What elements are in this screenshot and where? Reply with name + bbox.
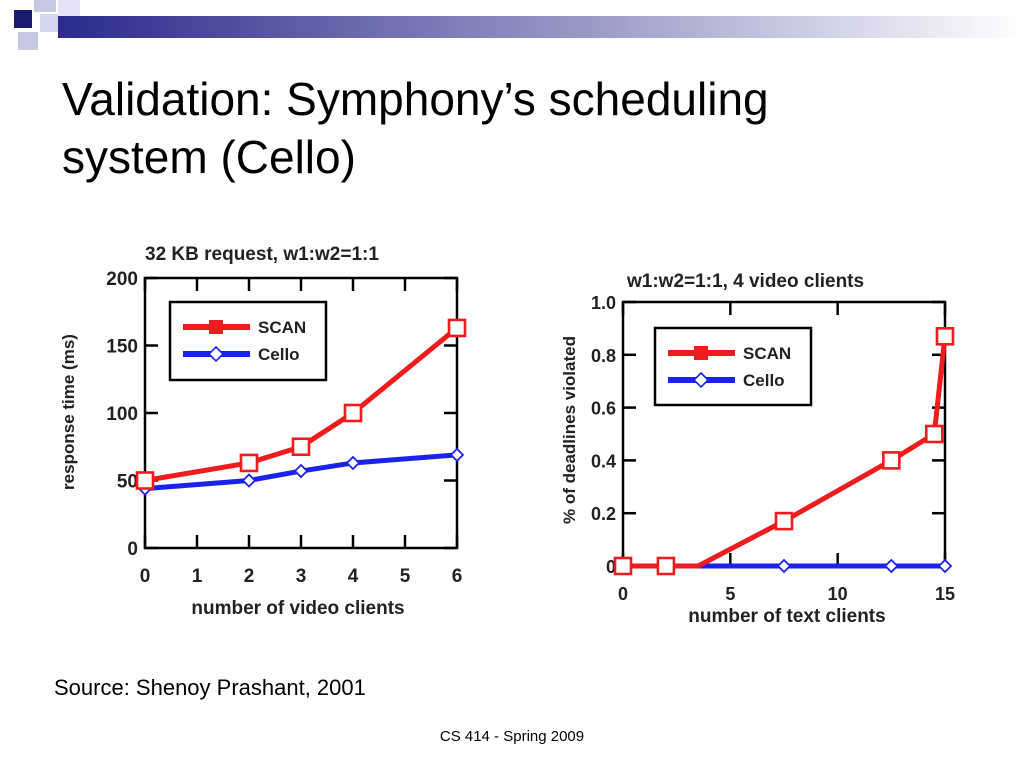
data-point-scan xyxy=(935,327,955,346)
slide-footer: CS 414 - Spring 2009 xyxy=(439,728,585,745)
data-point-cello xyxy=(776,558,792,574)
y-tick-label: 1.0 xyxy=(591,293,616,313)
chart-title: 32 KB request, w1:w2=1:1 xyxy=(145,244,379,265)
legend-scan-label: SCAN xyxy=(258,318,306,337)
y-axis-label: response time (ms) xyxy=(59,334,78,490)
data-point-scan xyxy=(135,471,155,490)
data-point-scan xyxy=(239,453,259,473)
data-point-scan xyxy=(613,556,633,576)
y-tick-label: 0.6 xyxy=(591,399,616,419)
y-tick-label: 100 xyxy=(106,404,138,425)
data-point-cello xyxy=(345,455,361,471)
x-tick-label: 4 xyxy=(348,566,359,587)
x-axis-label: number of video clients xyxy=(191,598,404,619)
data-point-scan xyxy=(291,437,311,457)
legend-cello-marker xyxy=(207,345,225,363)
x-tick-label: 2 xyxy=(244,566,255,587)
legend-box xyxy=(168,300,328,382)
plot-area: 0 50 100 150 200 0 1 2 3 4 5 6 xyxy=(106,269,467,587)
legend-scan-marker xyxy=(694,346,708,360)
data-point-cello xyxy=(241,473,257,488)
legend-cello-label: Cello xyxy=(258,345,300,364)
title-line-1: Validation: Symphony’s scheduling xyxy=(62,73,769,125)
legend: SCAN Cello xyxy=(653,326,813,407)
data-point-scan xyxy=(343,403,363,423)
x-tick-label: 1 xyxy=(192,566,203,587)
plot-area: 0 0.2 0.4 0.6 0.8 1.0 0 5 10 15 xyxy=(591,293,955,604)
x-tick-label: 5 xyxy=(400,566,411,587)
ticks: 0 0.2 0.4 0.6 0.8 1.0 0 5 10 15 xyxy=(591,293,955,604)
y-tick-label: 0 xyxy=(127,539,138,560)
chart-deadlines-violated: w1:w2=1:1, 4 video clients % of deadline… xyxy=(560,271,955,627)
x-tick-label: 15 xyxy=(935,584,955,604)
y-tick-label: 200 xyxy=(106,269,138,290)
legend-cello-label: Cello xyxy=(743,371,785,390)
y-tick-label: 0.2 xyxy=(591,504,616,524)
x-tick-label: 0 xyxy=(140,566,151,587)
legend-cello-marker xyxy=(692,371,710,389)
data-point-scan xyxy=(447,318,467,338)
data-point-scan xyxy=(656,556,676,576)
chart-response-time: 32 KB request, w1:w2=1:1 response time (… xyxy=(59,244,467,619)
title-line-2: system (Cello) xyxy=(62,131,356,183)
slide-title: Validation: Symphony’s scheduling system… xyxy=(62,70,962,186)
data-point-scan xyxy=(924,424,944,444)
y-tick-label: 50 xyxy=(117,472,138,493)
y-tick-label: 0.4 xyxy=(591,451,616,471)
legend-scan-label: SCAN xyxy=(743,344,791,363)
header-decoration xyxy=(14,0,1024,50)
data-point-cello xyxy=(293,463,309,479)
x-tick-label: 6 xyxy=(452,566,463,587)
data-point-cello xyxy=(449,447,465,463)
chart-title: w1:w2=1:1, 4 video clients xyxy=(626,271,864,292)
y-axis-label: % of deadlines violated xyxy=(560,336,579,524)
legend: SCAN Cello xyxy=(168,300,328,382)
series-markers xyxy=(613,327,955,576)
x-tick-label: 10 xyxy=(828,584,848,604)
x-tick-label: 5 xyxy=(725,584,735,604)
y-tick-label: 150 xyxy=(106,337,138,358)
y-tick-label: 0 xyxy=(606,557,616,577)
source-citation: Source: Shenoy Prashant, 2001 xyxy=(54,675,366,700)
legend-box xyxy=(653,326,813,407)
series-markers xyxy=(135,318,467,496)
legend-scan-marker xyxy=(209,320,223,334)
data-point-scan xyxy=(882,451,901,470)
data-point-cello xyxy=(884,558,899,574)
x-tick-label: 0 xyxy=(618,584,628,604)
x-axis-label: number of text clients xyxy=(688,606,885,627)
data-point-scan xyxy=(774,511,794,531)
data-point-cello xyxy=(937,558,953,574)
ticks: 0 50 100 150 200 0 1 2 3 4 5 6 xyxy=(106,269,462,587)
y-tick-label: 0.8 xyxy=(591,346,616,366)
x-tick-label: 3 xyxy=(296,566,307,587)
